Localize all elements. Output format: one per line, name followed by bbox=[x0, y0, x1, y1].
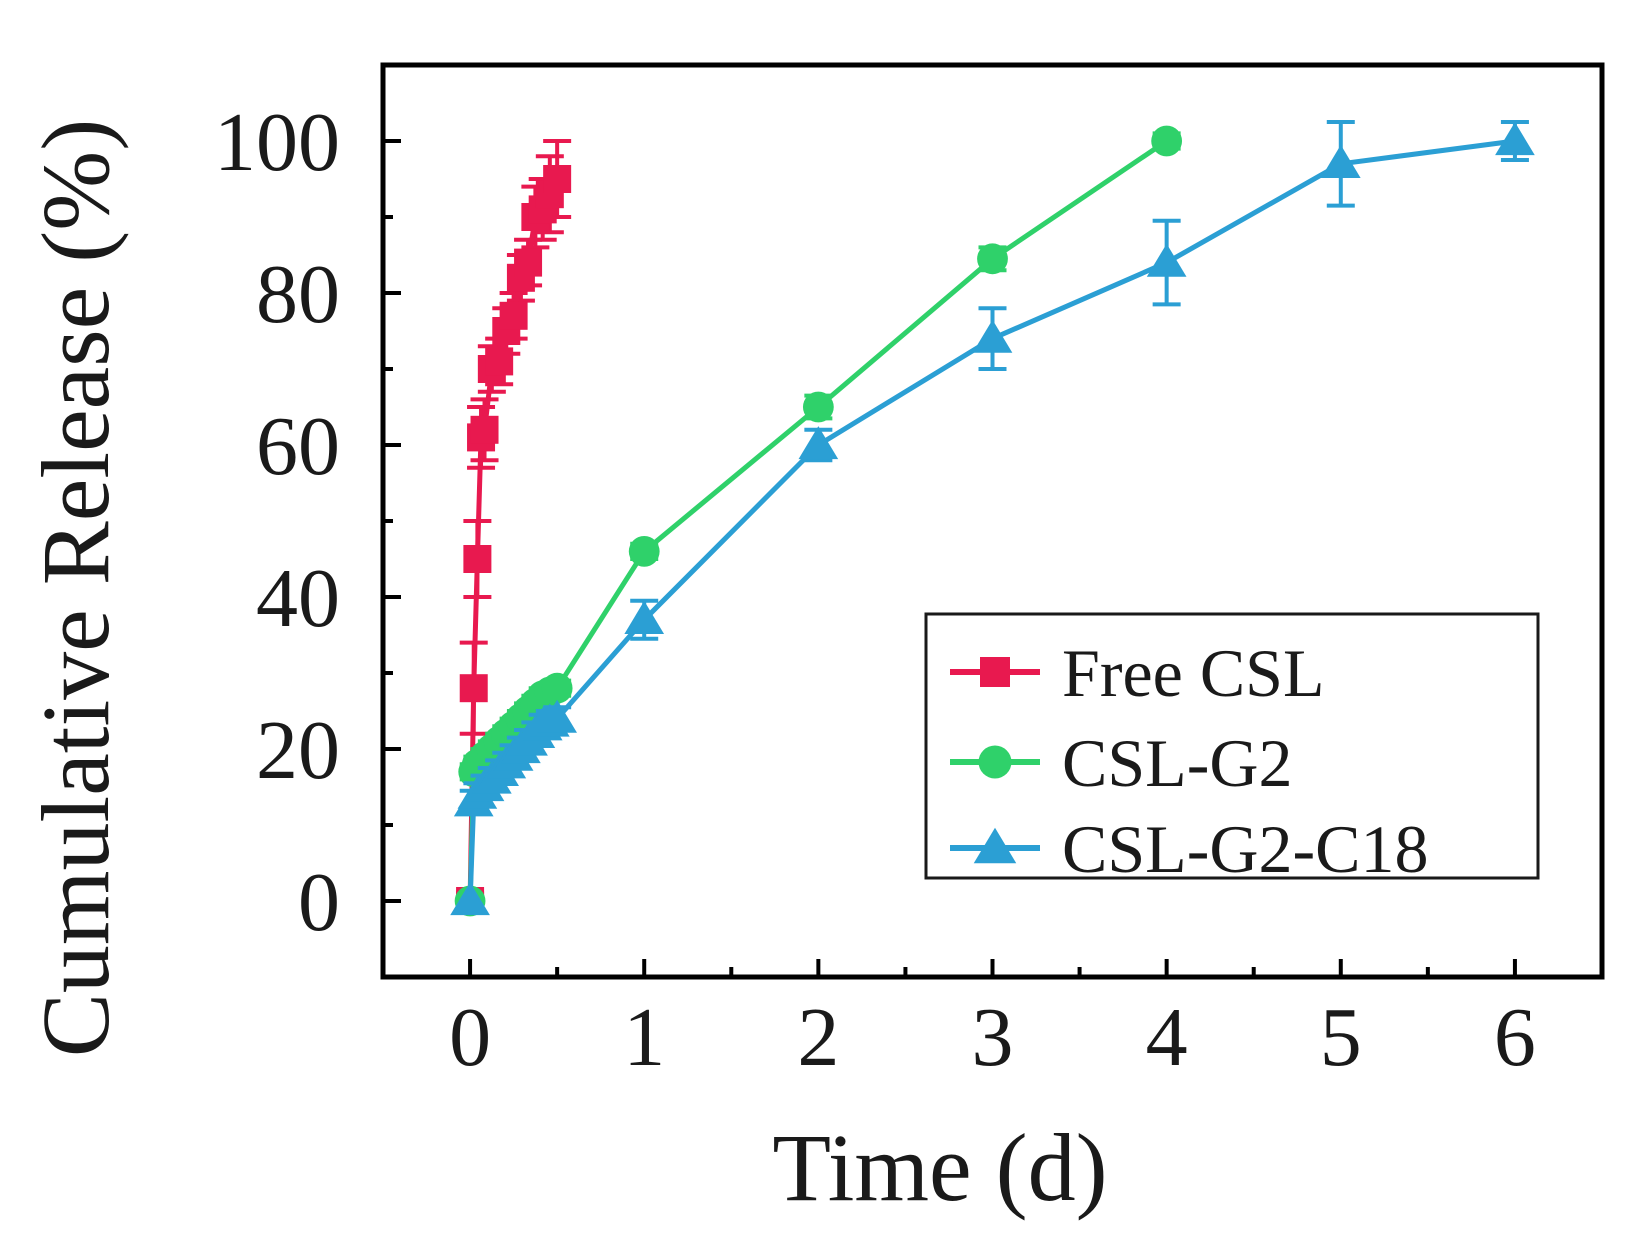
x-axis-title: Time (d) bbox=[772, 1114, 1107, 1221]
data-point bbox=[1151, 125, 1183, 157]
data-point bbox=[624, 600, 665, 634]
series-csl-g2-c18 bbox=[450, 120, 1535, 916]
y-tick-label: 20 bbox=[256, 704, 340, 797]
data-point bbox=[798, 426, 839, 460]
data-point bbox=[470, 415, 499, 444]
data-point bbox=[499, 301, 528, 330]
x-tick-label: 5 bbox=[1320, 991, 1362, 1084]
legend: Free CSL CSL-G2 CSL-G2-C18 bbox=[924, 612, 1540, 887]
x-tick-label: 2 bbox=[797, 991, 839, 1084]
data-point bbox=[543, 165, 572, 193]
data-point bbox=[1495, 122, 1535, 156]
y-tick-label: 0 bbox=[298, 856, 340, 949]
legend-box bbox=[924, 612, 1540, 880]
data-point bbox=[463, 545, 492, 573]
data-point bbox=[977, 243, 1008, 275]
x-tick-label: 4 bbox=[1146, 991, 1188, 1084]
data-point bbox=[1320, 144, 1361, 178]
data-point bbox=[628, 536, 660, 567]
y-tick-label: 40 bbox=[256, 552, 340, 645]
data-point bbox=[537, 699, 577, 733]
legend-marker bbox=[978, 745, 1012, 779]
y-axis-title: Cumulative Release (%) bbox=[22, 119, 129, 1057]
data-point bbox=[972, 319, 1013, 353]
y-tick-label: 100 bbox=[214, 96, 340, 189]
data-point bbox=[485, 347, 514, 376]
data-point bbox=[459, 674, 488, 703]
data-point bbox=[1146, 243, 1187, 277]
legend-label: Free CSL bbox=[1062, 635, 1325, 711]
y-tick-label: 60 bbox=[256, 400, 340, 493]
legend-label: CSL-G2-C18 bbox=[1062, 811, 1428, 887]
series-layer bbox=[450, 120, 1535, 917]
legend-label: CSL-G2 bbox=[1062, 725, 1292, 801]
plot-frame bbox=[380, 62, 1605, 980]
y-tick-label: 80 bbox=[256, 248, 340, 341]
x-tick-label: 0 bbox=[449, 991, 491, 1084]
legend-marker bbox=[973, 827, 1017, 864]
data-point bbox=[802, 391, 834, 423]
data-point bbox=[514, 248, 543, 277]
series-free-csl bbox=[456, 139, 572, 915]
legend-marker bbox=[980, 657, 1010, 687]
x-tick-label: 6 bbox=[1494, 991, 1536, 1084]
x-tick-label: 1 bbox=[623, 991, 665, 1084]
data-point bbox=[450, 882, 490, 916]
data-point bbox=[541, 672, 573, 704]
x-tick-label: 3 bbox=[972, 991, 1014, 1084]
y-axis-title-group: Cumulative Release (%) bbox=[22, 119, 129, 1057]
